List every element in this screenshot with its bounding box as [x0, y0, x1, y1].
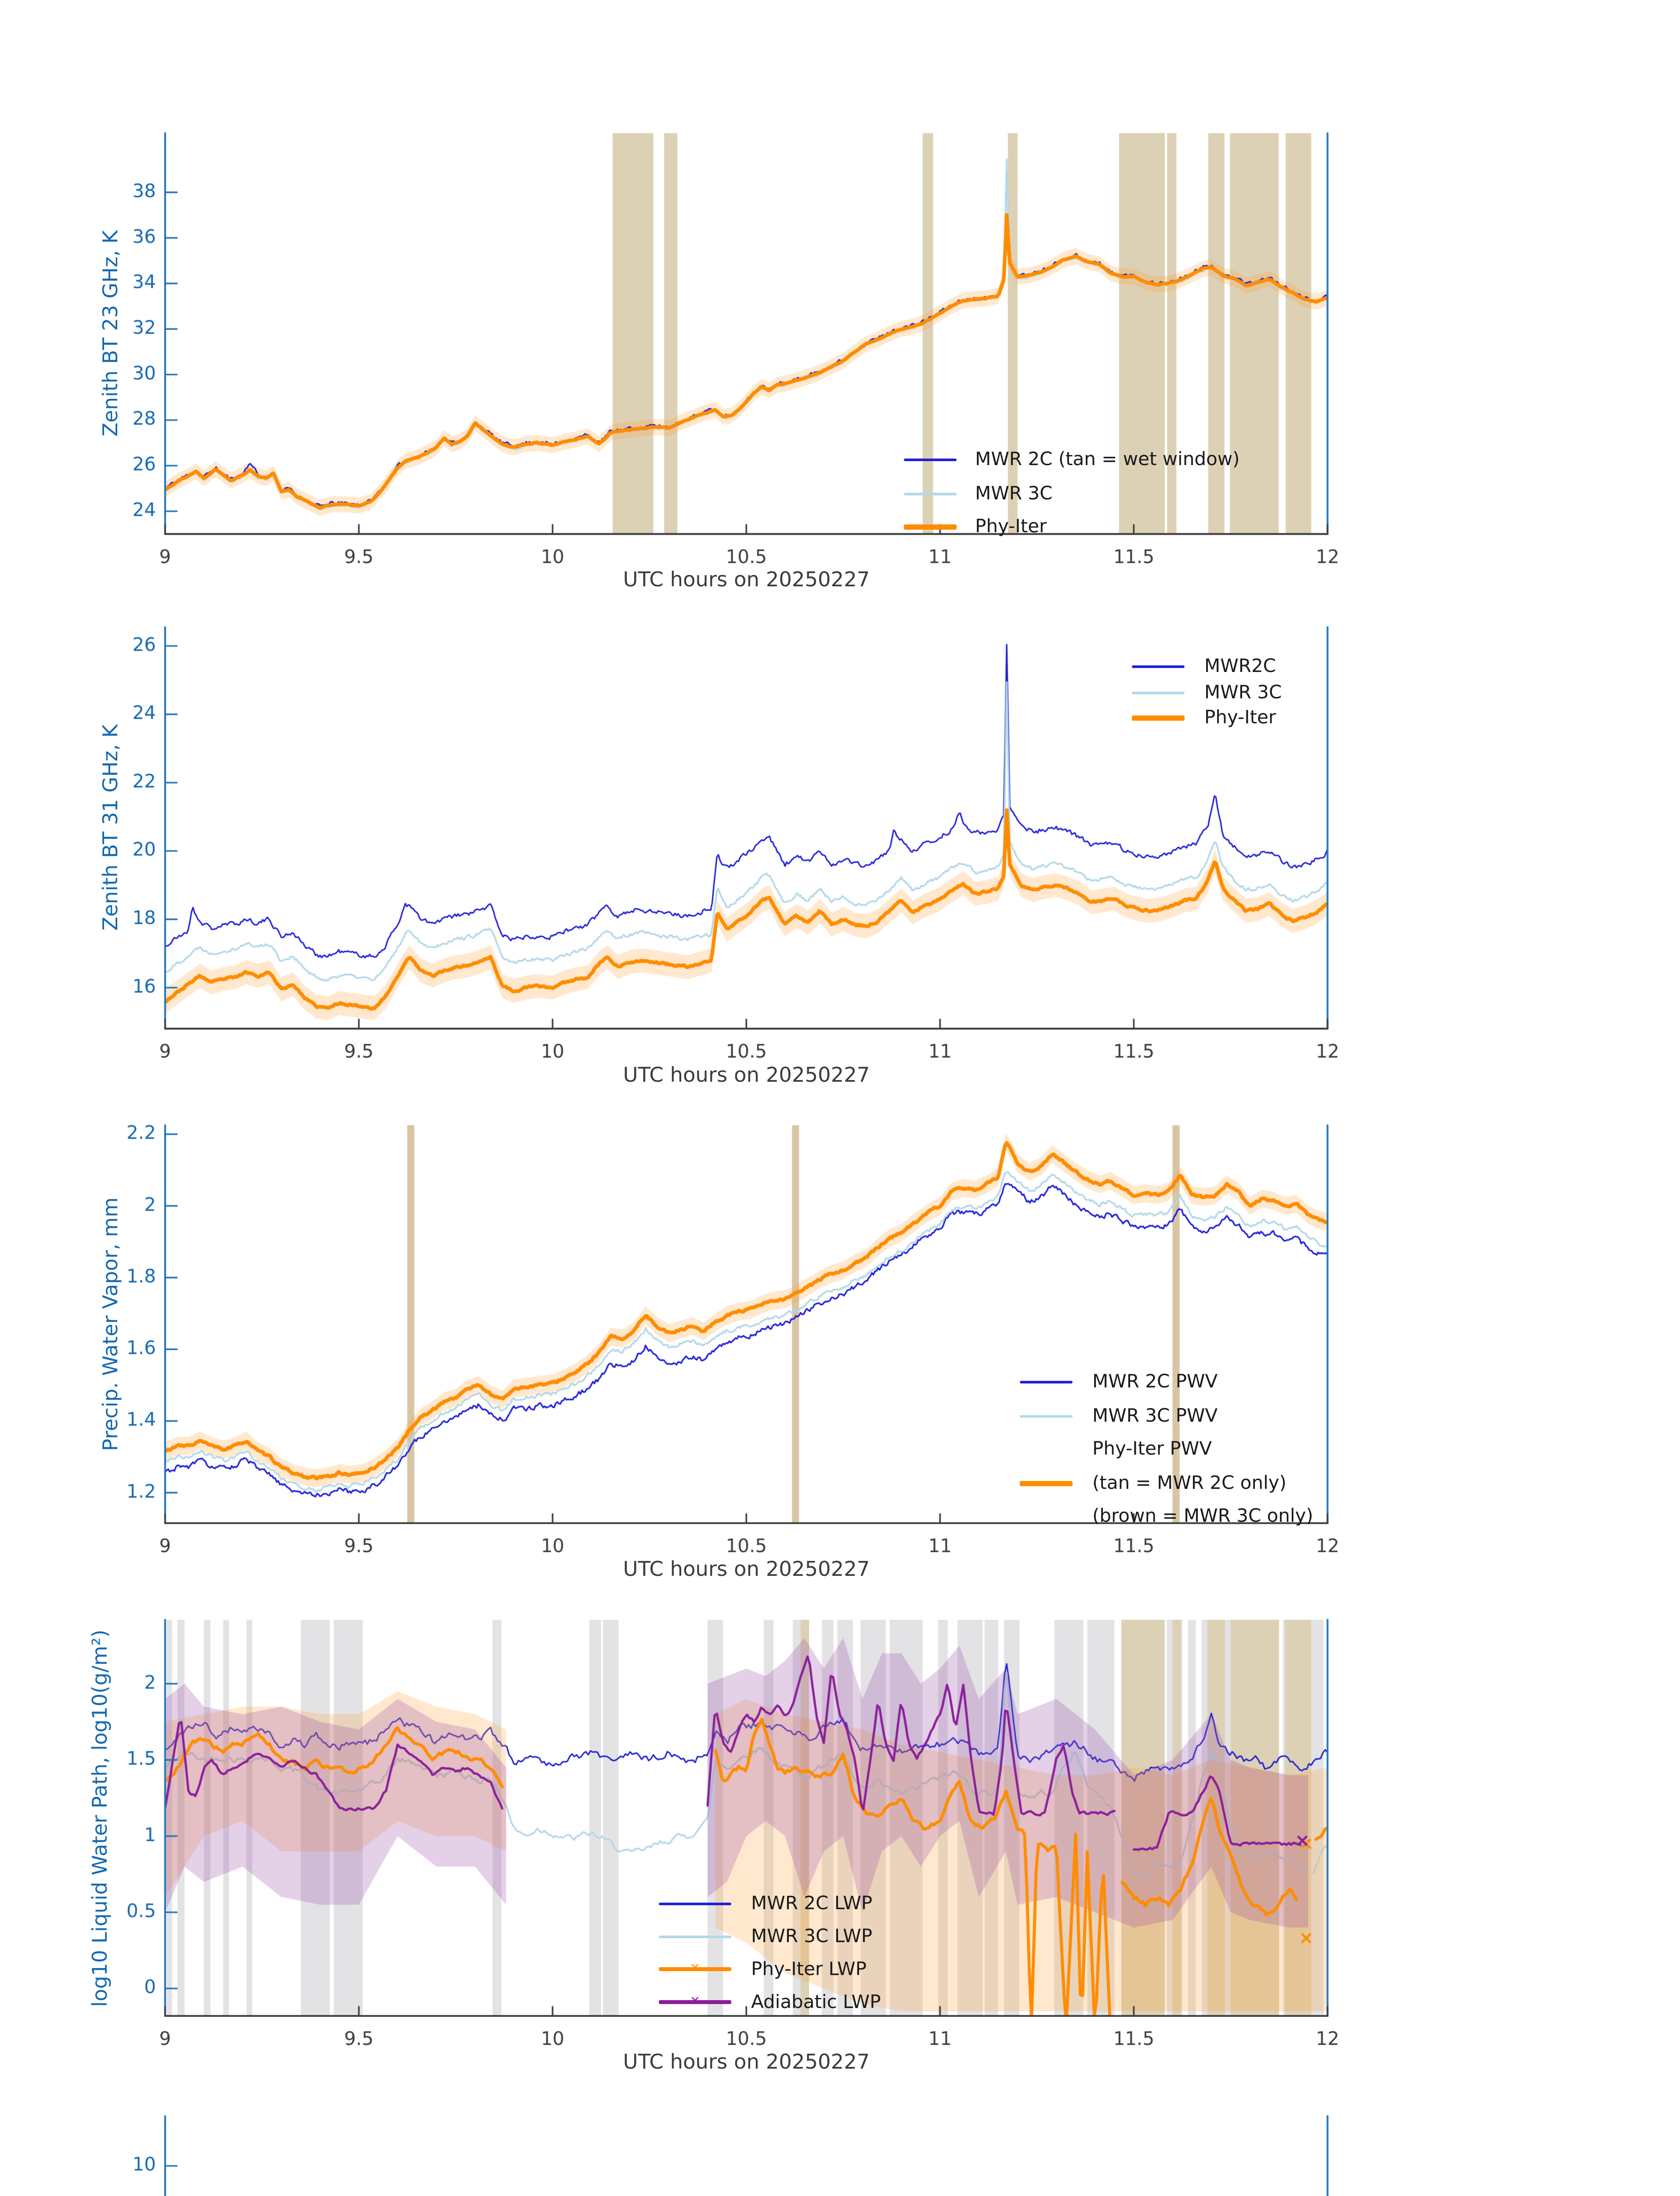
legend-entry: ✕ Adiabatic LWP — [659, 1986, 881, 2019]
x-axis-label-plot4: UTC hours on 20250227 — [623, 2050, 870, 2074]
legend-entry-label: (tan = MWR 2C only) — [1092, 1473, 1287, 1494]
y-axis-label-plot2: Zenith BT 31 GHz, K — [99, 724, 123, 931]
legend-line-swatch — [1020, 1481, 1073, 1486]
legend-plot1: MWR 2C (tan = wet window) MWR 3C Phy-Iter — [904, 443, 1240, 544]
legend-entry-label: MWR 2C (tan = wet window) — [975, 449, 1240, 470]
legend-entry: Phy-Iter PWV — [1020, 1433, 1313, 1466]
legend-line-swatch — [1020, 1414, 1073, 1417]
legend-entry-label: Phy-Iter LWP — [751, 1959, 867, 1980]
legend-entry: MWR 3C — [904, 477, 1240, 510]
legend-line-swatch — [904, 492, 957, 495]
legend-line-sample-icon: ✕ — [659, 1963, 731, 1975]
legend-line-swatch — [1020, 1380, 1073, 1383]
x-axis-label-plot1: UTC hours on 20250227 — [623, 568, 870, 592]
legend-line-swatch — [904, 458, 957, 461]
x-axis-label-plot2: UTC hours on 20250227 — [623, 1063, 870, 1087]
legend-x-marker-icon: ✕ — [690, 1962, 700, 1976]
legend-entry-label: Phy-Iter — [1204, 708, 1276, 729]
legend-line-sample-icon — [904, 458, 957, 461]
legend-line-sample-icon — [1020, 1380, 1073, 1383]
legend-line-sample-icon — [904, 492, 957, 495]
legend-entry: (tan = MWR 2C only) — [1020, 1466, 1313, 1500]
legend-line-sample-icon — [1132, 665, 1185, 668]
legend-line-swatch — [1132, 665, 1185, 668]
legend-entry: ✕ Phy-Iter LWP — [659, 1953, 881, 1986]
y-axis-label-plot1: Zenith BT 23 GHz, K — [99, 230, 123, 437]
y-axis-label-plot4: log10 Liquid Water Path, log10(g/m²) — [88, 1629, 112, 2007]
legend-entry-label: MWR2C — [1204, 656, 1276, 677]
x-axis-label-plot3: UTC hours on 20250227 — [623, 1557, 870, 1581]
legend-line-sample-icon — [1020, 1414, 1073, 1417]
legend-x-marker-icon: ✕ — [690, 1995, 700, 2008]
legend-line-swatch — [1132, 716, 1185, 721]
legend-entry: MWR 2C (tan = wet window) — [904, 443, 1240, 477]
legend-plot3: MWR 2C PWV MWR 3C PWV Phy-Iter PWV (tan = M… — [1020, 1365, 1313, 1534]
legend-line-sample-icon — [659, 1935, 731, 1938]
legend-entry-label: MWR 3C — [1204, 682, 1282, 703]
legend-line-swatch — [659, 1902, 731, 1905]
legend-line-swatch — [659, 1967, 731, 1972]
legend-entry: Phy-Iter — [904, 510, 1240, 544]
legend-entry: MWR 3C — [1132, 679, 1282, 705]
legend-plot4: MWR 2C LWP MWR 3C LWP ✕ Phy-Iter LWP ✕ Adiaba… — [659, 1887, 881, 2019]
legend-entry-label: Phy-Iter PWV — [1092, 1439, 1212, 1460]
legend-plot2: MWR2C MWR 3C Phy-Iter — [1132, 654, 1282, 731]
legend-line-sample-icon — [904, 525, 957, 530]
legend-line-sample-icon — [1132, 691, 1185, 694]
legend-entry: MWR 3C LWP — [659, 1920, 881, 1953]
legend-entry: MWR 3C PWV — [1020, 1399, 1313, 1433]
legend-line-sample-icon: ✕ — [659, 1996, 731, 2008]
legend-entry: MWR 2C PWV — [1020, 1365, 1313, 1399]
legend-line-sample-icon — [1132, 716, 1185, 721]
legend-entry: MWR 2C LWP — [659, 1887, 881, 1920]
legend-entry-label: Adiabatic LWP — [751, 1992, 881, 2013]
legend-line-swatch — [659, 1935, 731, 1938]
legend-entry: Phy-Iter — [1132, 705, 1282, 731]
legend-entry: MWR2C — [1132, 654, 1282, 680]
y-axis-label-plot3: Precip. Water Vapor, mm — [99, 1197, 123, 1451]
legend-entry-label: MWR 2C PWV — [1092, 1371, 1218, 1393]
legend-line-swatch — [1132, 691, 1185, 694]
legend-entry: (brown = MWR 3C only) — [1020, 1500, 1313, 1534]
legend-entry-label: MWR 3C PWV — [1092, 1405, 1218, 1427]
legend-line-swatch — [659, 2001, 731, 2004]
legend-entry-label: Phy-Iter — [975, 516, 1047, 538]
legend-line-sample-icon — [1020, 1481, 1073, 1486]
legend-line-swatch — [904, 525, 957, 530]
legend-entry-label: MWR 2C LWP — [751, 1893, 873, 1914]
legend-entry-label: (brown = MWR 3C only) — [1092, 1506, 1313, 1528]
legend-entry-label: MWR 3C — [975, 483, 1053, 504]
legend-line-sample-icon — [659, 1902, 731, 1905]
legend-entry-label: MWR 3C LWP — [751, 1926, 873, 1947]
